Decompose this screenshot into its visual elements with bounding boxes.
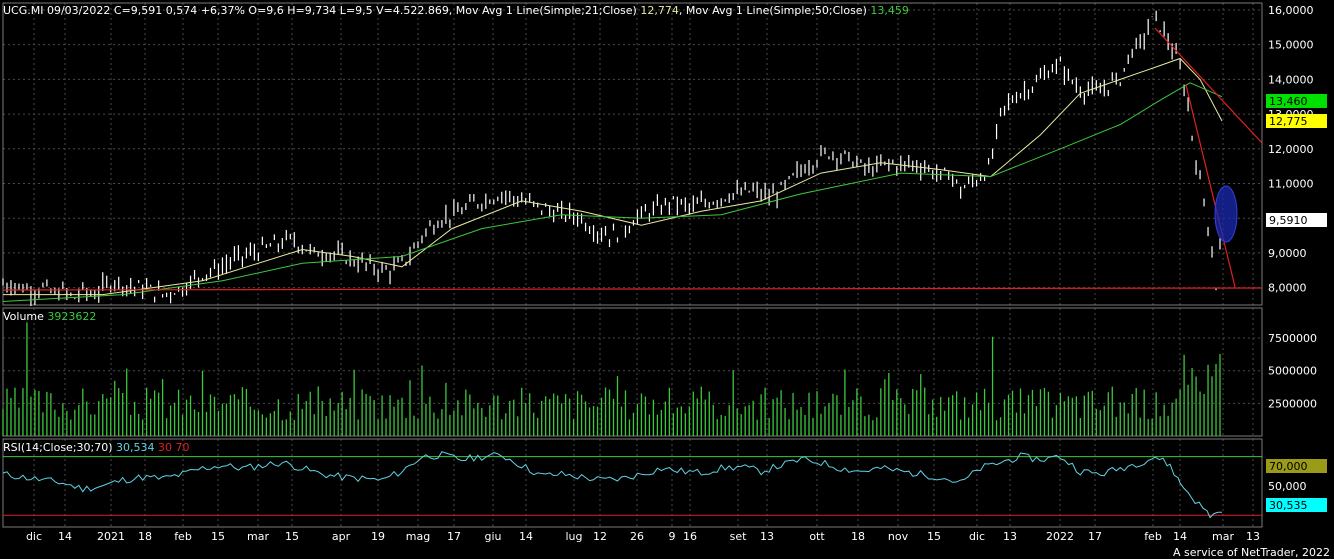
rsi-label: RSI(14;Close;30;70) [3, 441, 113, 454]
ma50-line [2, 82, 1223, 302]
rsi-border [2, 438, 1263, 528]
rsi-value: 30,534 [116, 441, 155, 454]
x-tick-label: dic [26, 530, 42, 543]
x-tick-label: 17 [1088, 530, 1102, 543]
grid-lines [3, 3, 1262, 527]
price-header: UCG.MI 09/03/2022 C=9,591 0,574 +6,37% O… [3, 4, 909, 17]
ma21-value: 12,774 [640, 4, 679, 17]
x-tick-label: 14 [58, 530, 72, 543]
price-y-tick: 14,0000 [1268, 73, 1314, 86]
price-y-tick: 9,0000 [1268, 247, 1307, 260]
x-tick-label: 9 [669, 530, 676, 543]
x-tick-label: 13 [760, 530, 774, 543]
x-tick-label: mar [247, 530, 269, 543]
x-tick-label: feb [174, 530, 192, 543]
x-tick-label: feb [1144, 530, 1162, 543]
x-tick-label: 13 [1246, 530, 1260, 543]
value-tag-ma50 [1266, 94, 1327, 108]
x-tick-label: 2021 [97, 530, 125, 543]
rsi-panel[interactable] [2, 451, 1262, 519]
x-tick-label: set [730, 530, 747, 543]
value-tag-text: 30,535 [1269, 499, 1308, 512]
x-tick-label: nov [888, 530, 909, 543]
axis-labels: dic 14 2021 18 feb 15 mar 15 apr 19 mag 17 giu 14 lug 1… [26, 4, 1317, 543]
volume-y-tick: 7500000 [1268, 332, 1317, 345]
value-tag-ma21 [1266, 114, 1327, 128]
x-tick-label: dic [969, 530, 985, 543]
resistance-trendline [1154, 27, 1263, 144]
x-tick-label: mag [406, 530, 430, 543]
x-tick-label: 15 [927, 530, 941, 543]
x-tick-label: mar [1212, 530, 1234, 543]
volume-y-tick: 2500000 [1268, 397, 1317, 410]
x-tick-label: giu [484, 530, 501, 543]
value-tag-price [1266, 213, 1327, 227]
rsi-high: 70 [175, 441, 190, 454]
footer-credit: A service of NetTrader, 2022 [1173, 546, 1330, 559]
x-tick-label: 12 [593, 530, 607, 543]
price-y-tick: 12,0000 [1268, 143, 1314, 156]
price-y-tick: 11,0000 [1268, 178, 1314, 191]
rsi-low: 30 [158, 441, 173, 454]
steep-trendline [1185, 84, 1236, 288]
highlight-ellipse [1214, 185, 1238, 243]
x-tick-label: 14 [1173, 530, 1187, 543]
x-tick-label: ott [809, 530, 825, 543]
x-tick-label: apr [332, 530, 351, 543]
rsi-header: RSI(14;Close;30;70) 30,534 30 70 [3, 441, 190, 454]
ma50-label: , Mov Avg 1 Line(Simple;50;Close) [678, 4, 867, 17]
value-tag-text: 13,460 [1269, 95, 1308, 108]
volume-panel[interactable] [2, 322, 1221, 436]
rsi-y-tick: 50,000 [1268, 480, 1307, 493]
volume-label: Volume [3, 310, 44, 323]
ma50-value: 13,459 [870, 4, 909, 17]
price-border [2, 2, 1263, 306]
value-tag-rsi70 [1266, 459, 1327, 473]
value-tag-text: 9,5910 [1269, 214, 1308, 227]
x-tick-label: 17 [447, 530, 461, 543]
x-tick-label: 16 [683, 530, 697, 543]
rsi-line [2, 451, 1222, 519]
right-axis-tags: 13,460 12,775 9,5910 70,000 30,535 [1266, 94, 1327, 512]
volume-y-tick: 5000000 [1268, 365, 1317, 378]
volume-value: 3923622 [47, 310, 97, 323]
price-y-tick: 8,0000 [1268, 282, 1307, 295]
volume-border [2, 307, 1263, 437]
x-tick-label: 2022 [1046, 530, 1074, 543]
x-tick-label: 15 [285, 530, 299, 543]
value-tag-text: 12,775 [1269, 115, 1308, 128]
price-header-label: UCG.MI 09/03/2022 C=9,591 0,574 +6,37% O… [3, 4, 637, 17]
support-trendline [2, 287, 1263, 291]
price-y-tick: 15,0000 [1268, 39, 1314, 52]
panel-borders [2, 2, 1263, 528]
volume-header: Volume 3923622 [3, 310, 96, 323]
x-tick-label: 15 [211, 530, 225, 543]
x-tick-label: 18 [138, 530, 152, 543]
x-tick-label: lug [565, 530, 582, 543]
value-tag-rsi [1266, 498, 1327, 512]
price-panel[interactable] [2, 10, 1263, 306]
value-tag-text: 70,000 [1269, 460, 1308, 473]
x-tick-label: 18 [851, 530, 865, 543]
x-tick-label: 14 [519, 530, 533, 543]
x-tick-label: 26 [630, 530, 644, 543]
x-tick-label: 13 [1003, 530, 1017, 543]
ma21-line [3, 57, 1223, 296]
price-y-tick: 16,0000 [1268, 4, 1314, 17]
x-tick-label: 19 [371, 530, 385, 543]
